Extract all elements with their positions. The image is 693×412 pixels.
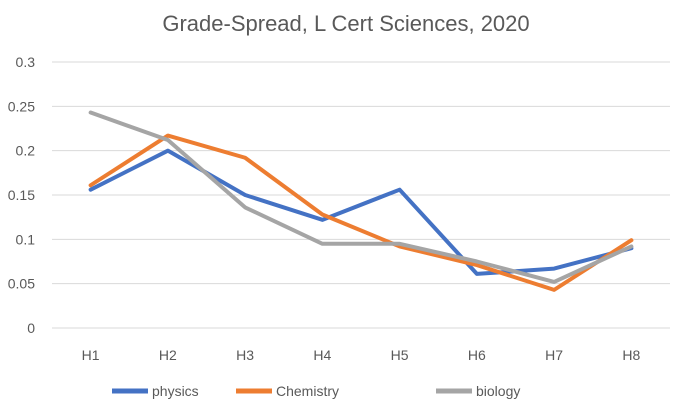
y-tick-label: 0.05 [8, 276, 35, 292]
series-lines [88, 110, 634, 292]
x-tick-label: H1 [82, 347, 100, 363]
series-line-physics [88, 148, 634, 276]
series-line-chemistry [88, 133, 634, 292]
chart-title: Grade-Spread, L Cert Sciences, 2020 [162, 11, 529, 36]
y-tick-label: 0.25 [8, 98, 35, 114]
legend-label: Chemistry [276, 383, 339, 399]
y-tick-label: 0 [27, 320, 35, 336]
x-tick-label: H8 [622, 347, 640, 363]
y-tick-label: 0.1 [16, 231, 36, 247]
x-axis-ticks: H1 H2 H3 H4 H5 H6 H7 H8 [82, 347, 641, 363]
legend-label: physics [152, 383, 199, 399]
x-tick-label: H7 [545, 347, 563, 363]
y-tick-label: 0.2 [16, 143, 36, 159]
legend: physics Chemistry biology [112, 383, 520, 399]
y-tick-label: 0.3 [16, 54, 36, 70]
gridlines [52, 61, 670, 329]
series-line-biology [88, 110, 634, 284]
x-tick-label: H3 [236, 347, 254, 363]
x-tick-label: H4 [313, 347, 331, 363]
legend-label: biology [476, 383, 520, 399]
x-tick-label: H5 [391, 347, 409, 363]
x-tick-label: H2 [159, 347, 177, 363]
x-tick-label: H6 [468, 347, 486, 363]
y-tick-label: 0.15 [8, 187, 35, 203]
y-axis-ticks: 0 0.05 0.1 0.15 0.2 0.25 0.3 [8, 54, 35, 336]
